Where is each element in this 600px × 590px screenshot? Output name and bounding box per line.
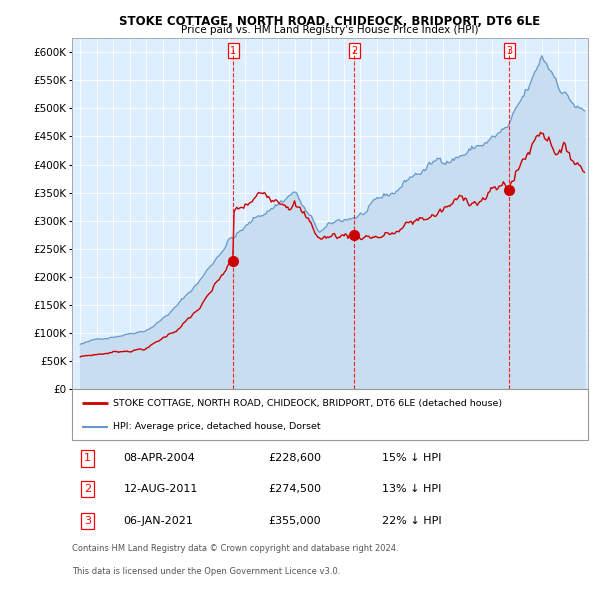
Text: STOKE COTTAGE, NORTH ROAD, CHIDEOCK, BRIDPORT, DT6 6LE (detached house): STOKE COTTAGE, NORTH ROAD, CHIDEOCK, BRI… (113, 399, 502, 408)
Text: This data is licensed under the Open Government Licence v3.0.: This data is licensed under the Open Gov… (72, 567, 340, 576)
Text: 15% ↓ HPI: 15% ↓ HPI (382, 453, 441, 463)
Text: 2: 2 (351, 45, 357, 55)
Text: Price paid vs. HM Land Registry's House Price Index (HPI): Price paid vs. HM Land Registry's House … (181, 25, 479, 35)
Text: 1: 1 (230, 45, 236, 55)
Text: £228,600: £228,600 (268, 453, 321, 463)
Text: 06-JAN-2021: 06-JAN-2021 (124, 516, 193, 526)
Text: 3: 3 (506, 45, 512, 55)
Text: 1: 1 (84, 453, 91, 463)
Text: 08-APR-2004: 08-APR-2004 (124, 453, 196, 463)
Text: 2: 2 (84, 484, 91, 494)
Text: 22% ↓ HPI: 22% ↓ HPI (382, 516, 441, 526)
Text: 3: 3 (84, 516, 91, 526)
Text: 13% ↓ HPI: 13% ↓ HPI (382, 484, 441, 494)
Text: £274,500: £274,500 (268, 484, 321, 494)
Text: £355,000: £355,000 (268, 516, 321, 526)
Text: 12-AUG-2011: 12-AUG-2011 (124, 484, 198, 494)
Text: STOKE COTTAGE, NORTH ROAD, CHIDEOCK, BRIDPORT, DT6 6LE: STOKE COTTAGE, NORTH ROAD, CHIDEOCK, BRI… (119, 15, 541, 28)
Text: HPI: Average price, detached house, Dorset: HPI: Average price, detached house, Dors… (113, 422, 321, 431)
Text: Contains HM Land Registry data © Crown copyright and database right 2024.: Contains HM Land Registry data © Crown c… (72, 545, 398, 553)
FancyBboxPatch shape (72, 389, 588, 440)
